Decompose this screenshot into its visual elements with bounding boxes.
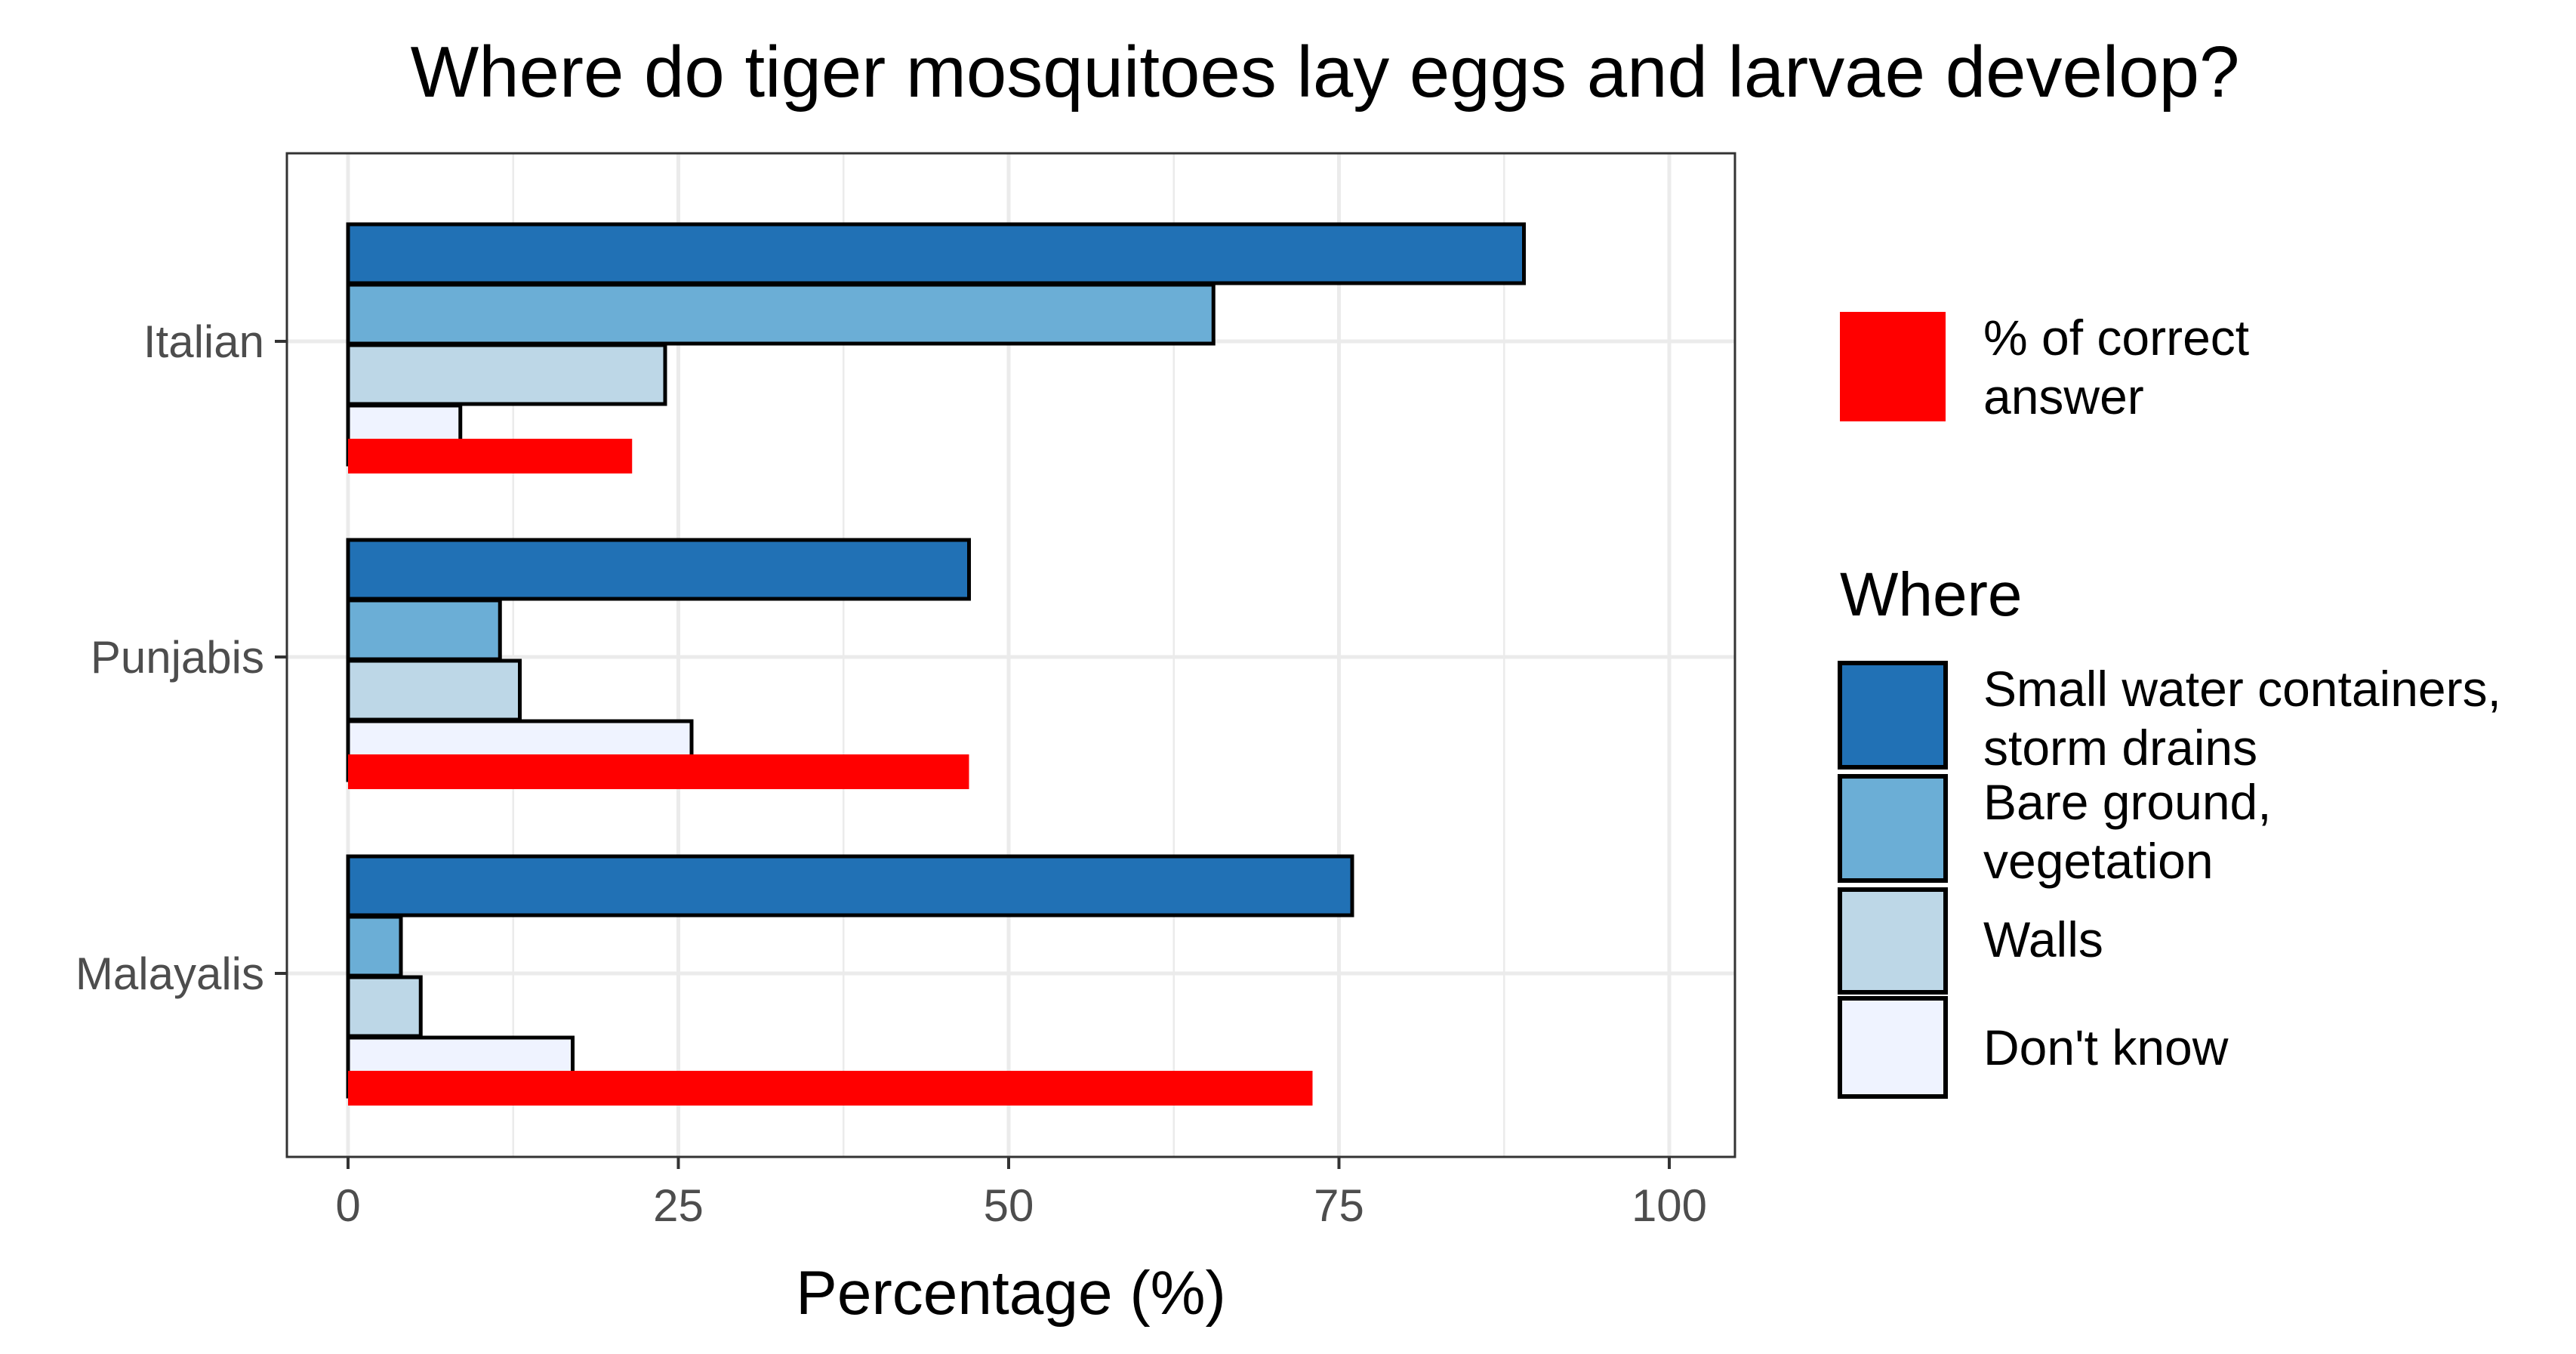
legend-label-correct: % of correct	[1983, 310, 2249, 365]
legend-key	[1838, 661, 1948, 770]
chart-title: Where do tiger mosquitoes lay eggs and l…	[411, 32, 2240, 113]
x-tick-label: 25	[653, 1180, 704, 1231]
y-tick-label: Malayalis	[75, 948, 264, 999]
y-tick-label: Punjabis	[91, 632, 264, 683]
legend-label: Walls	[1983, 911, 2103, 967]
x-tick-label: 50	[984, 1180, 1034, 1231]
plot-panel-border	[285, 152, 1736, 1158]
bar	[346, 975, 423, 1038]
x-tick-label: 100	[1632, 1180, 1707, 1231]
y-axis: Italian Punjabis Malayalis	[75, 316, 287, 999]
legend-label: storm drains	[1983, 720, 2257, 776]
legend-title: Where	[1840, 560, 2023, 629]
legend-label-correct: answer	[1983, 369, 2144, 424]
bar	[346, 914, 403, 978]
legend-label: vegetation	[1983, 833, 2214, 889]
legend-key-correct	[1840, 312, 1946, 421]
correct-answer-bar	[348, 439, 633, 473]
bar	[346, 343, 667, 406]
bar	[346, 598, 502, 662]
legend-label: Small water containers,	[1983, 661, 2501, 717]
x-tick-label: 75	[1314, 1180, 1364, 1231]
bar	[346, 854, 1354, 918]
correct-answer-bar	[348, 754, 969, 789]
bar	[346, 282, 1216, 346]
legend-key	[1838, 774, 1948, 883]
bars	[346, 222, 1526, 1106]
bar	[346, 222, 1526, 285]
legend-label: Don't know	[1983, 1019, 2229, 1075]
y-tick-label: Italian	[143, 316, 264, 367]
legend-label: Bare ground,	[1983, 774, 2272, 830]
bar	[346, 538, 971, 601]
bar	[346, 658, 522, 722]
legend-key	[1838, 996, 1948, 1099]
x-axis: 0 25 50 75 100	[335, 1157, 1707, 1231]
correct-answer-bar	[348, 1071, 1313, 1106]
legend-key	[1838, 887, 1948, 995]
x-tick-label: 0	[335, 1180, 360, 1231]
x-axis-title: Percentage (%)	[796, 1259, 1226, 1328]
